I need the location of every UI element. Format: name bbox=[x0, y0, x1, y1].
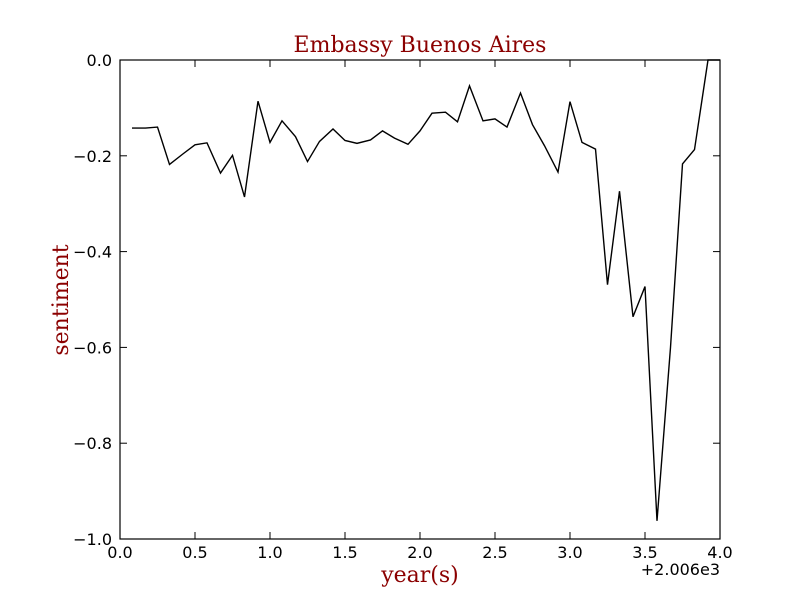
x-tick-label: 4.0 bbox=[707, 543, 732, 562]
y-tick-label: −0.6 bbox=[73, 338, 112, 357]
y-tick-label: 0.0 bbox=[87, 51, 112, 70]
y-tick-label: −0.8 bbox=[73, 434, 112, 453]
x-axis-ticks: 0.0 0.5 1.0 1.5 2.0 2.5 3.0 3.5 4.0 bbox=[107, 60, 733, 562]
y-axis-ticks: 0.0 −0.2 −0.4 −0.6 −0.8 −1.0 bbox=[73, 51, 720, 549]
y-tick-label: −0.2 bbox=[73, 147, 112, 166]
series-line-0 bbox=[132, 59, 720, 521]
x-axis-label: year(s) bbox=[380, 563, 459, 588]
x-tick-label: 3.5 bbox=[632, 543, 657, 562]
x-tick-label: 0.0 bbox=[107, 543, 132, 562]
y-tick-label: −1.0 bbox=[73, 530, 112, 549]
x-tick-label: 1.5 bbox=[332, 543, 357, 562]
x-tick-label: 0.5 bbox=[182, 543, 207, 562]
y-axis-label: sentiment bbox=[49, 244, 74, 355]
x-tick-label: 3.0 bbox=[557, 543, 582, 562]
y-tick-label: −0.4 bbox=[73, 243, 112, 262]
x-axis-offset-label: +2.006e3 bbox=[641, 560, 720, 579]
chart-title: Embassy Buenos Aires bbox=[294, 33, 547, 58]
x-tick-label: 2.5 bbox=[482, 543, 507, 562]
x-tick-label: 1.0 bbox=[257, 543, 282, 562]
x-tick-label: 2.0 bbox=[407, 543, 432, 562]
